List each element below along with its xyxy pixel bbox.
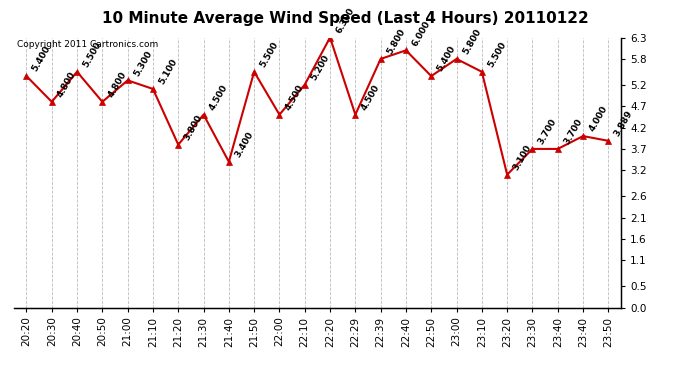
Text: 5.800: 5.800: [385, 27, 406, 56]
Text: 4.500: 4.500: [284, 83, 306, 112]
Text: 5.400: 5.400: [435, 44, 457, 73]
Text: 10 Minute Average Wind Speed (Last 4 Hours) 20110122: 10 Minute Average Wind Speed (Last 4 Hou…: [101, 11, 589, 26]
Text: 4.800: 4.800: [106, 70, 128, 99]
Text: 3.800: 3.800: [182, 113, 204, 142]
Text: 3.400: 3.400: [233, 130, 255, 159]
Text: 6.300: 6.300: [334, 6, 356, 35]
Text: 5.100: 5.100: [157, 57, 179, 86]
Text: 4.500: 4.500: [359, 83, 382, 112]
Text: 5.500: 5.500: [486, 40, 508, 69]
Text: 6.000: 6.000: [410, 19, 432, 48]
Text: 5.500: 5.500: [81, 40, 103, 69]
Text: 4.500: 4.500: [208, 83, 230, 112]
Text: 5.800: 5.800: [461, 27, 482, 56]
Text: Copyright 2011 Cartronics.com: Copyright 2011 Cartronics.com: [17, 40, 158, 49]
Text: 3.889: 3.889: [613, 109, 635, 138]
Text: 5.300: 5.300: [132, 49, 154, 78]
Text: 3.700: 3.700: [537, 117, 558, 146]
Text: 5.400: 5.400: [30, 44, 52, 73]
Text: 3.700: 3.700: [562, 117, 584, 146]
Text: 3.100: 3.100: [511, 143, 533, 172]
Text: 4.000: 4.000: [587, 104, 609, 133]
Text: 4.800: 4.800: [56, 70, 78, 99]
Text: 5.200: 5.200: [309, 53, 331, 82]
Text: 5.500: 5.500: [258, 40, 280, 69]
